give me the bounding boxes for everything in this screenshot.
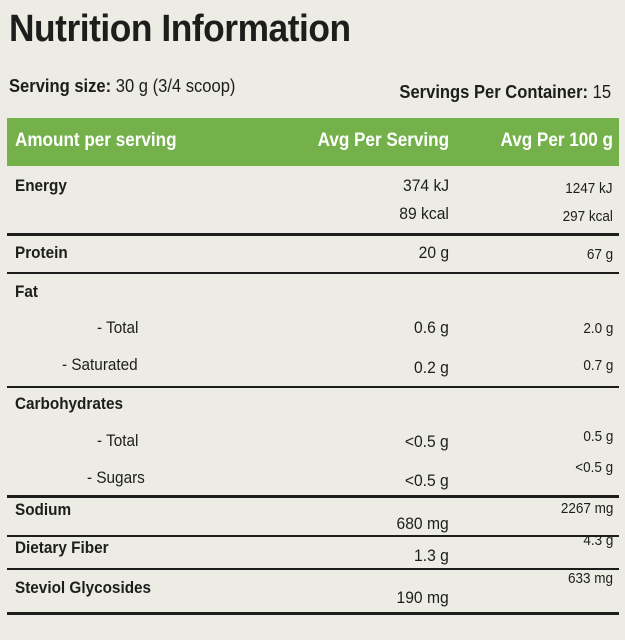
divider: [7, 495, 619, 498]
row-fat-saturated: - Saturated 0.2 g 0.7 g: [7, 355, 619, 377]
carbs-total-100: 0.5 g: [582, 428, 613, 445]
protein-100: 67 g: [586, 246, 613, 263]
nutrient-name: Fat: [15, 282, 38, 301]
nutrient-sub-name: - Total: [97, 318, 139, 337]
servings-per-container-label: Servings Per Container:: [399, 82, 588, 102]
protein-serving: 20 g: [418, 243, 449, 262]
row-fat-total: - Total 0.6 g 2.0 g: [7, 318, 619, 340]
divider: [7, 233, 619, 236]
nutrient-name: Carbohydrates: [15, 394, 123, 413]
header-avg-serving: Avg Per Serving: [317, 130, 449, 151]
nutrient-name: Sodium: [15, 500, 72, 519]
table-header: Amount per serving Avg Per Serving Avg P…: [7, 118, 619, 166]
nutrient-name: Energy: [15, 176, 67, 195]
divider: [7, 386, 619, 388]
header-amount: Amount per serving: [15, 130, 177, 151]
row-fat: Fat: [7, 282, 619, 304]
label-title: Nutrition Information: [9, 8, 351, 50]
carbs-sugars-serving: <0.5 g: [405, 471, 449, 490]
row-carbs-sugars: - Sugars <0.5 g <0.5 g: [7, 459, 619, 490]
row-steviol-glycosides: Steviol Glycosides 190 mg 633 mg: [7, 570, 619, 607]
energy-kcal-100: 297 kcal: [562, 208, 613, 225]
divider: [7, 535, 619, 537]
servings-per-container-value: 15: [592, 82, 611, 102]
row-carbs-total: - Total <0.5 g 0.5 g: [7, 428, 619, 453]
energy-kcal-serving: 89 kcal: [399, 204, 449, 223]
row-energy: Energy 374 kJ 1247 kJ 89 kcal 297 kcal: [7, 176, 619, 232]
fiber-serving: 1.3 g: [414, 546, 449, 565]
divider: [7, 272, 619, 274]
nutrient-name: Steviol Glycosides: [15, 578, 152, 597]
row-carbohydrates: Carbohydrates: [7, 394, 619, 416]
sodium-100: 2267 mg: [560, 500, 613, 517]
carbs-sugars-100: <0.5 g: [575, 459, 613, 476]
serving-size-value: 30 g (3/4 scoop): [115, 76, 236, 96]
row-protein: Protein 20 g 67 g: [7, 243, 619, 267]
serving-size-label: Serving size:: [9, 76, 112, 96]
divider: [7, 612, 619, 615]
carbs-total-serving: <0.5 g: [405, 432, 449, 451]
nutrient-sub-name: - Saturated: [62, 355, 138, 374]
energy-kj-100: 1247 kJ: [565, 180, 613, 197]
divider: [7, 568, 619, 570]
fat-total-serving: 0.6 g: [414, 318, 449, 337]
steviol-100: 633 mg: [567, 570, 613, 587]
header-avg-100: Avg Per 100 g: [500, 130, 613, 151]
serving-size: Serving size: 30 g (3/4 scoop): [9, 76, 235, 97]
servings-per-container: Servings Per Container: 15: [399, 82, 611, 103]
nutrient-name: Dietary Fiber: [15, 538, 109, 557]
fat-total-100: 2.0 g: [582, 320, 613, 337]
fat-saturated-100: 0.7 g: [582, 357, 613, 374]
fiber-100: 4.3 g: [582, 532, 613, 549]
fat-saturated-serving: 0.2 g: [414, 358, 449, 377]
nutrient-name: Protein: [15, 243, 68, 262]
nutrient-sub-name: - Total: [97, 431, 139, 450]
steviol-serving: 190 mg: [396, 588, 449, 607]
row-sodium: Sodium 680 mg 2267 mg: [7, 500, 619, 533]
row-dietary-fiber: Dietary Fiber 1.3 g 4.3 g: [7, 532, 619, 565]
energy-kj-serving: 374 kJ: [402, 176, 449, 195]
sodium-serving: 680 mg: [396, 514, 449, 533]
nutrient-sub-name: - Sugars: [87, 468, 145, 487]
